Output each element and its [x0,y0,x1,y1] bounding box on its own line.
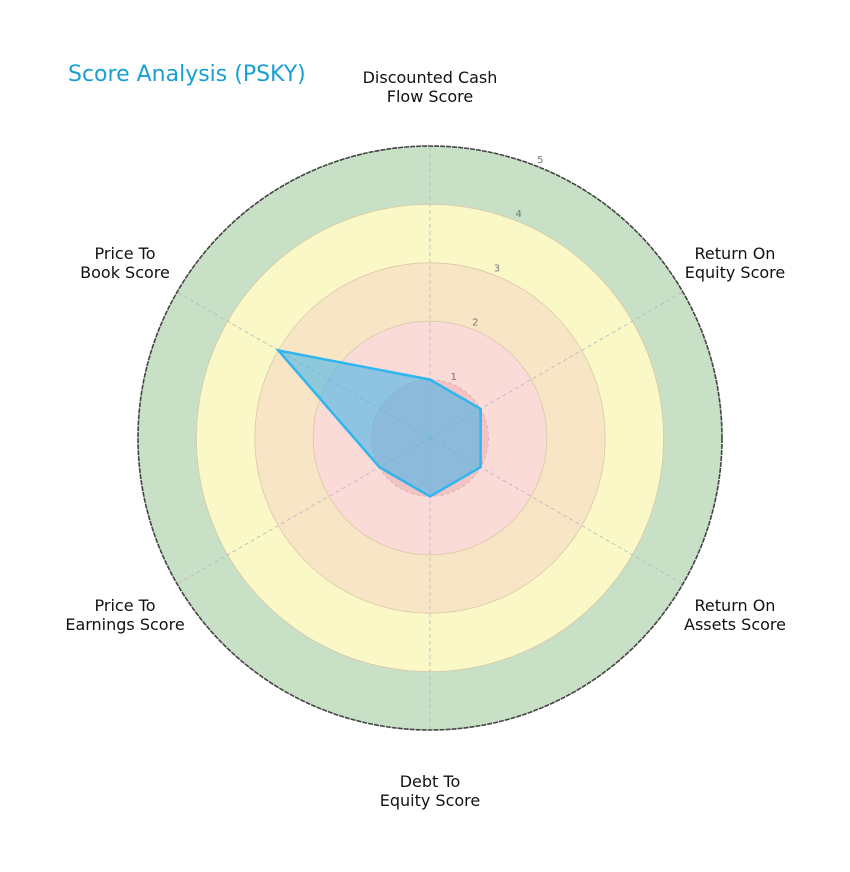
data-series [274,348,482,498]
grid-circle [312,320,548,556]
axis-label: Return On Equity Score [685,244,786,282]
tick-label: 2 [472,318,478,329]
series-polygon [274,348,482,498]
radial-tick-labels: 1 2 3 4 5 [450,155,543,383]
axis-label: Return On Assets Score [684,596,786,634]
tick-label: 3 [494,263,500,274]
axis-label: Discounted Cash Flow Score [363,68,498,106]
axis-label: Price To Earnings Score [65,596,184,634]
tick-label: 1 [450,372,456,383]
axis-label: Price To Book Score [80,244,170,282]
axis-labels: Discounted Cash Flow Score Return On Equity… [65,68,786,810]
tick-label: 5 [537,155,543,166]
outer-border [137,145,723,731]
chart-title: Score Analysis (PSKY) [68,62,306,87]
tick-label: 4 [515,209,521,220]
axis-label: Debt To Equity Score [380,772,481,810]
